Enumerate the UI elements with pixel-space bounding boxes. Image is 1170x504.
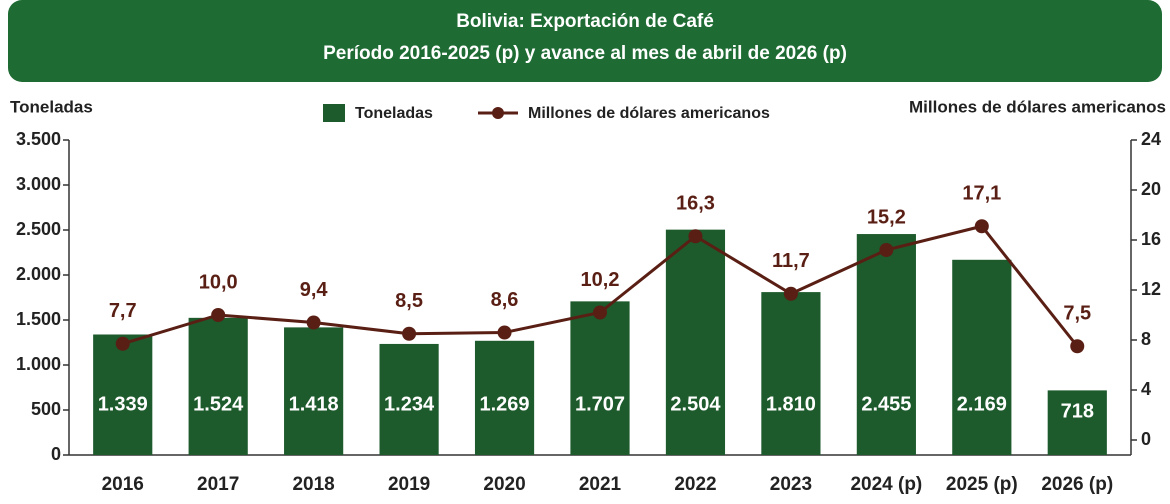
bar (188, 317, 248, 455)
bar-value-label: 1.810 (766, 393, 816, 415)
bar-value-label: 2.504 (670, 393, 721, 415)
y-tick-label: 1.000 (16, 354, 61, 374)
bar (379, 343, 439, 455)
line-marker (306, 315, 321, 330)
bar (952, 259, 1012, 455)
bar (284, 327, 344, 455)
line-value-label: 9,4 (300, 279, 329, 301)
chart-title: Bolivia: Exportación de Café (456, 11, 714, 32)
line-value-label: 7,5 (1063, 303, 1091, 325)
y2-axis-label: Millones de dólares americanos (909, 97, 1166, 116)
chart-subtitle: Período 2016-2025 (p) y avance al mes de… (323, 43, 847, 64)
y2-tick-label: 4 (1141, 379, 1151, 399)
bar (93, 334, 153, 455)
y-axis-label: Toneladas (10, 97, 93, 116)
line-marker (593, 305, 607, 320)
line-marker (688, 229, 703, 244)
x-tick-label: 2018 (292, 474, 334, 495)
title-banner (8, 0, 1162, 82)
x-tick-label: 2022 (674, 474, 716, 495)
y-tick-label: 2.000 (16, 264, 61, 284)
y2-tick-label: 12 (1141, 279, 1161, 299)
line-value-label: 8,6 (491, 289, 519, 311)
bar (761, 292, 821, 455)
bar (856, 234, 916, 455)
line-marker (497, 325, 512, 340)
bar (1047, 390, 1107, 455)
legend-label: Millones de dólares americanos (528, 105, 770, 122)
legend-marker (492, 107, 504, 119)
line-marker (879, 243, 894, 257)
y2-tick-label: 16 (1141, 229, 1161, 249)
line-value-label: 16,3 (676, 193, 715, 215)
line-value-label: 17,1 (962, 183, 1001, 205)
x-tick-label: 2025 (p) (946, 474, 1018, 495)
line-value-label: 10,2 (581, 269, 620, 291)
bar (665, 229, 726, 455)
y-tick-label: 3.500 (16, 129, 61, 149)
line-value-label: 8,5 (395, 290, 423, 312)
bar-value-label: 1.234 (384, 393, 435, 415)
line-value-label: 15,2 (867, 206, 906, 228)
x-tick-label: 2026 (p) (1041, 474, 1113, 495)
x-tick-label: 2017 (197, 474, 239, 495)
y-tick-label: 3.000 (16, 174, 61, 194)
line-value-label: 10,0 (199, 271, 238, 293)
bar-value-label: 1.524 (193, 393, 244, 415)
y-tick-label: 2.500 (16, 219, 61, 239)
line-marker (211, 308, 226, 322)
bar-value-label: 2.169 (957, 393, 1007, 415)
bar (570, 301, 630, 455)
y2-tick-label: 0 (1141, 429, 1151, 449)
y2-tick-label: 20 (1141, 179, 1161, 199)
y-tick-label: 1.500 (16, 309, 61, 329)
bar-value-label: 718 (1061, 401, 1094, 423)
line-value-label: 11,7 (772, 250, 810, 272)
bar-value-label: 2.455 (861, 393, 911, 415)
y-tick-label: 0 (51, 444, 61, 464)
bar-value-label: 1.707 (575, 393, 625, 415)
line-marker (974, 219, 989, 234)
legend-label: Toneladas (355, 105, 433, 122)
legend-swatch (323, 104, 345, 122)
y-tick-label: 500 (31, 399, 61, 419)
x-tick-label: 2024 (p) (850, 474, 922, 495)
bar-value-label: 1.269 (480, 393, 530, 415)
x-tick-label: 2019 (388, 474, 430, 495)
bar-value-label: 1.418 (289, 393, 339, 415)
y2-tick-label: 24 (1141, 129, 1161, 149)
x-tick-label: 2021 (579, 474, 622, 495)
x-tick-label: 2016 (102, 474, 144, 495)
bar (474, 340, 535, 455)
line-value-label: 7,7 (109, 300, 137, 322)
line-marker (115, 336, 130, 351)
bar-value-label: 1.339 (98, 393, 148, 415)
line-marker (402, 326, 417, 341)
x-tick-label: 2023 (770, 474, 812, 495)
line-marker (783, 286, 798, 301)
y2-tick-label: 8 (1141, 329, 1151, 349)
line-marker (1070, 339, 1085, 354)
x-tick-label: 2020 (483, 474, 525, 495)
